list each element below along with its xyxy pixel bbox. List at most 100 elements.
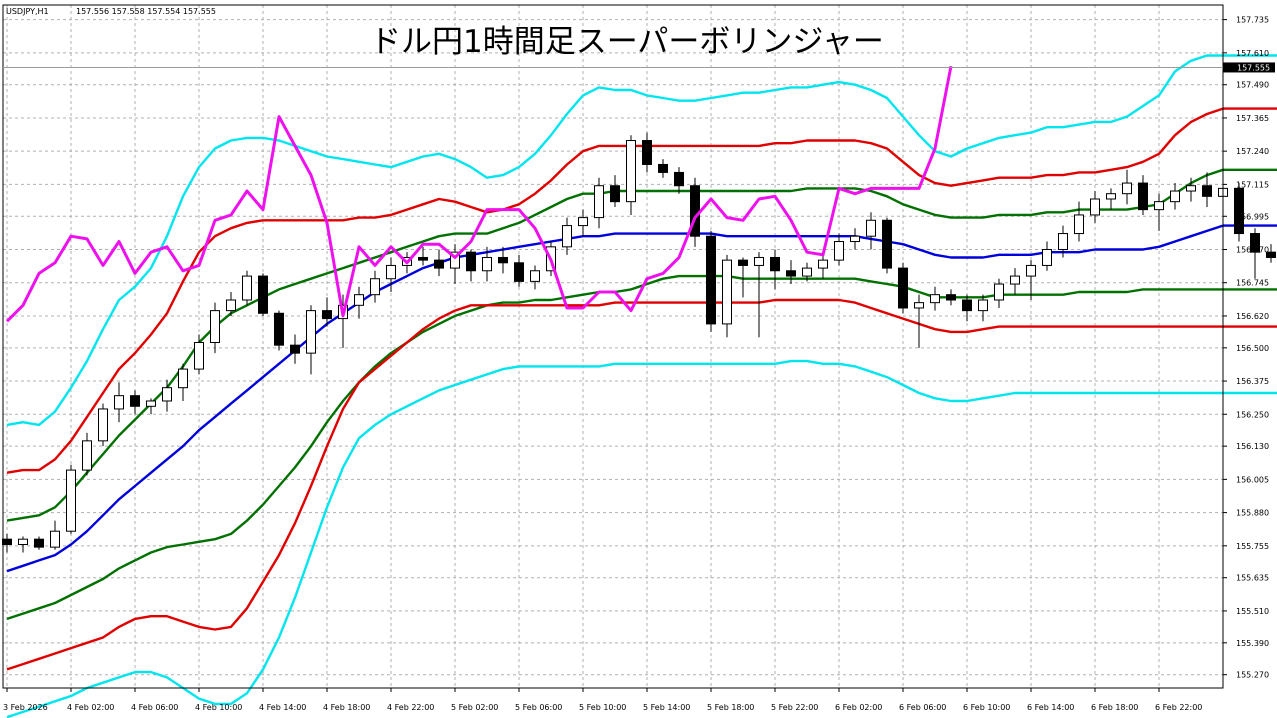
x-tick-label: 5 Feb 18:00 [707, 703, 754, 712]
candle [50, 520, 60, 550]
chart-title: ドル円1時間足スーパーボリンジャー [370, 24, 884, 60]
x-tick-label: 6 Feb 18:00 [1091, 703, 1138, 712]
x-tick-label: 6 Feb 14:00 [1027, 703, 1074, 712]
candle [1266, 244, 1276, 263]
candle [850, 228, 860, 250]
candle [418, 246, 428, 266]
candle [82, 432, 92, 476]
candle [1250, 228, 1260, 279]
candle [898, 262, 908, 314]
candle [1202, 172, 1212, 207]
candle [1170, 183, 1180, 210]
candle [866, 212, 876, 250]
candle [482, 246, 492, 282]
candle [754, 252, 764, 338]
candlesticks [2, 132, 1276, 553]
candle [578, 209, 588, 237]
candle [258, 273, 268, 316]
time-axis: 3 Feb 2026 4 Feb 02:00 4 Feb 06:00 4 Feb 10… [3, 688, 1202, 712]
band-line [6, 107, 1277, 474]
candle [786, 260, 796, 285]
x-tick-label: 6 Feb 10:00 [963, 703, 1010, 712]
y-tick-label: 155.390 [1236, 639, 1269, 648]
candle [514, 254, 524, 287]
x-tick-label: 4 Feb 18:00 [323, 703, 370, 712]
ohlc-readout: 157.556 157.558 157.554 157.555 [76, 7, 216, 16]
y-tick-label: 156.995 [1236, 212, 1269, 221]
candle [594, 177, 604, 229]
candle [1122, 169, 1132, 205]
candle [66, 464, 76, 534]
x-tick-label: 5 Feb 10:00 [579, 703, 626, 712]
candle [498, 246, 508, 274]
candle [642, 132, 652, 173]
y-tick-label: 155.510 [1236, 607, 1269, 616]
candle [1186, 177, 1196, 202]
y-tick-label: 157.490 [1236, 81, 1269, 90]
candle [658, 159, 668, 178]
x-tick-label: 5 Feb 02:00 [451, 703, 498, 712]
candle [962, 294, 972, 322]
candle [1058, 225, 1068, 258]
candle [370, 270, 380, 303]
candle [354, 286, 364, 319]
y-tick-label: 156.005 [1236, 475, 1269, 484]
y-tick-label: 156.745 [1236, 279, 1269, 288]
candle [610, 175, 620, 207]
candle [290, 334, 300, 364]
candle [18, 536, 28, 553]
candle [194, 334, 204, 375]
candle [994, 278, 1004, 308]
candle [1010, 268, 1020, 295]
candle [1074, 201, 1084, 242]
y-tick-label: 157.115 [1236, 180, 1269, 189]
band-line [6, 168, 1277, 522]
candle [834, 233, 844, 266]
x-tick-label: 4 Feb 02:00 [67, 703, 114, 712]
y-tick-label: 155.270 [1236, 671, 1269, 680]
candle [242, 270, 252, 306]
bollinger-bands [6, 54, 1277, 718]
plot-frame [2, 4, 1224, 689]
candle [306, 305, 316, 375]
x-tick-label: 5 Feb 06:00 [515, 703, 562, 712]
x-tick-label: 3 Feb 2026 [3, 703, 48, 712]
candle [130, 390, 140, 415]
x-tick-label: 6 Feb 22:00 [1155, 703, 1202, 712]
candle [1154, 193, 1164, 231]
candle [978, 294, 988, 322]
candle [1138, 175, 1148, 215]
y-tick-label: 155.880 [1236, 509, 1269, 518]
candle [386, 257, 396, 293]
candle [1026, 260, 1036, 300]
candle [914, 294, 924, 348]
candle [322, 297, 332, 327]
candle [146, 398, 156, 415]
y-tick-label: 156.250 [1236, 410, 1269, 419]
band-line [6, 224, 1277, 573]
x-tick-label: 5 Feb 22:00 [771, 703, 818, 712]
candle [930, 286, 940, 311]
lagging-span-line [5, 65, 953, 323]
y-tick-label: 157.240 [1236, 147, 1269, 156]
y-tick-label: 156.870 [1236, 245, 1269, 254]
candle [1106, 188, 1116, 210]
candle [626, 135, 636, 215]
y-tick-label: 156.500 [1236, 344, 1269, 353]
candle [98, 403, 108, 447]
x-tick-label: 6 Feb 02:00 [835, 703, 882, 712]
candle [1234, 183, 1244, 242]
candle [210, 302, 220, 354]
symbol-label: USDJPY,H1 [6, 7, 49, 16]
candle [674, 167, 684, 194]
y-tick-label: 155.755 [1236, 542, 1269, 551]
y-tick-label: 155.635 [1236, 574, 1269, 583]
candle [1090, 191, 1100, 223]
candle [466, 249, 476, 282]
lagging-span [5, 65, 953, 323]
y-tick-label: 157.610 [1236, 49, 1269, 58]
candle [114, 382, 124, 423]
candle [450, 244, 460, 285]
